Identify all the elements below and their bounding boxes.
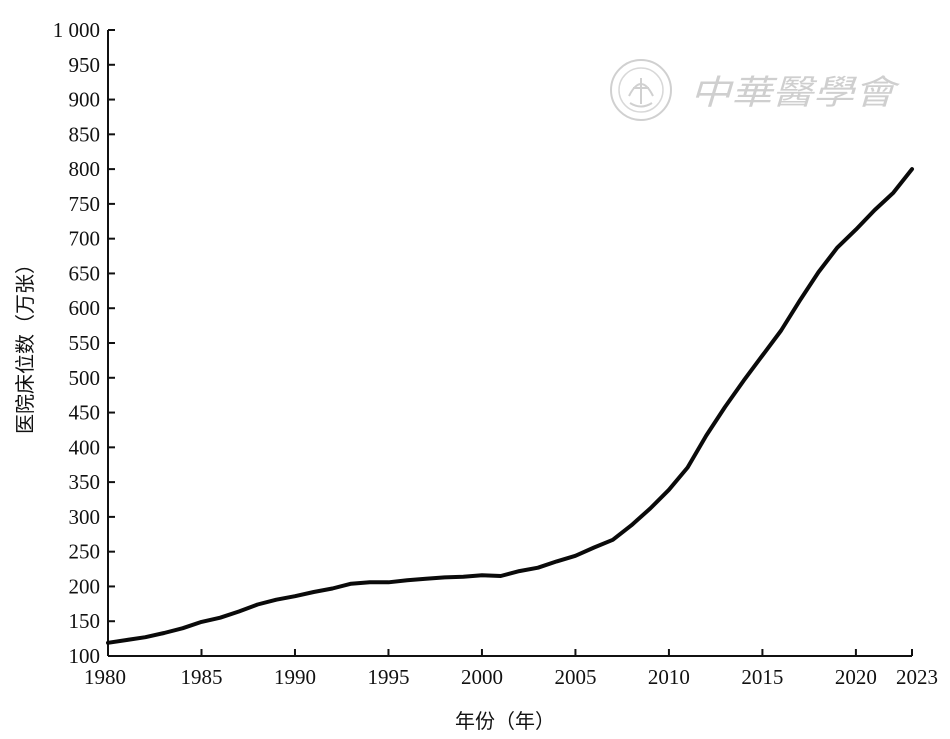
series-line [106, 167, 914, 645]
data-point [386, 580, 390, 584]
x-tick-label: 1985 [180, 665, 222, 689]
data-point [742, 379, 746, 383]
x-tick-label: 2010 [648, 665, 690, 689]
data-point [143, 635, 147, 639]
data-point [218, 616, 222, 620]
data-point [910, 167, 914, 171]
y-tick-label: 1 000 [53, 18, 100, 42]
y-tick-label: 450 [69, 401, 101, 425]
data-point [480, 573, 484, 577]
data-point [461, 575, 465, 579]
data-point [817, 270, 821, 274]
series-points [106, 167, 914, 645]
data-point [424, 577, 428, 581]
x-axis-title: 年份（年） [455, 709, 555, 733]
y-axis-ticks: 100 150 200 250 300 350 400 450 500 550 600 650 700 7… [53, 18, 115, 668]
y-tick-label: 200 [69, 574, 101, 598]
data-point [779, 328, 783, 332]
y-tick-label: 150 [69, 609, 101, 633]
y-tick-label: 550 [69, 331, 101, 355]
data-point [162, 631, 166, 635]
data-point [368, 580, 372, 584]
data-point [330, 587, 334, 591]
x-tick-label: 1995 [367, 665, 409, 689]
data-point [798, 299, 802, 303]
data-point [592, 545, 596, 549]
y-tick-label: 350 [69, 470, 101, 494]
data-point [891, 191, 895, 195]
data-point [686, 466, 690, 470]
data-point [648, 507, 652, 511]
data-point [873, 208, 877, 212]
data-point [405, 578, 409, 582]
x-tick-label: 2015 [741, 665, 783, 689]
y-tick-label: 100 [69, 644, 101, 668]
data-point [106, 641, 110, 645]
data-point [667, 488, 671, 492]
data-point [517, 569, 521, 573]
x-tick-label: 2005 [554, 665, 596, 689]
y-tick-label: 500 [69, 366, 101, 390]
data-point [312, 590, 316, 594]
watermark: 中華醫學會 [610, 59, 901, 121]
data-point [536, 566, 540, 570]
y-tick-label: 950 [69, 53, 101, 77]
watermark-seal-logo [610, 59, 672, 121]
y-tick-label: 600 [69, 296, 101, 320]
y-tick-label: 400 [69, 435, 101, 459]
data-point [854, 228, 858, 232]
data-point [555, 559, 559, 563]
data-point [443, 575, 447, 579]
data-point [704, 434, 708, 438]
data-point [181, 626, 185, 630]
y-tick-label: 700 [69, 227, 101, 251]
y-axis-title: 医院床位数（万张） [13, 254, 37, 434]
y-tick-label: 800 [69, 157, 101, 181]
data-point [199, 620, 203, 624]
x-tick-label: 1980 [84, 665, 126, 689]
data-point [256, 603, 260, 607]
x-axis-ticks: 1980 1985 1990 1995 2000 2005 2010 2015 2020 2023 [84, 649, 938, 689]
x-tick-label: 2020 [835, 665, 877, 689]
data-point [499, 574, 503, 578]
data-point [723, 405, 727, 409]
y-tick-label: 250 [69, 540, 101, 564]
data-point [835, 246, 839, 250]
data-point [760, 354, 764, 358]
y-tick-label: 750 [69, 192, 101, 216]
data-point [293, 594, 297, 598]
data-point [125, 638, 129, 642]
y-tick-label: 300 [69, 505, 101, 529]
y-tick-label: 850 [69, 122, 101, 146]
data-point [349, 582, 353, 586]
data-point [630, 523, 634, 527]
x-tick-label: 2000 [461, 665, 503, 689]
data-point [611, 538, 615, 542]
x-tick-label: 2023 [896, 665, 938, 689]
y-tick-label: 650 [69, 261, 101, 285]
x-tick-label: 1990 [274, 665, 316, 689]
data-point [573, 554, 577, 558]
watermark-text: 中華醫學會 [690, 73, 901, 113]
data-point [237, 609, 241, 613]
data-point [274, 598, 278, 602]
y-tick-label: 900 [69, 88, 101, 112]
